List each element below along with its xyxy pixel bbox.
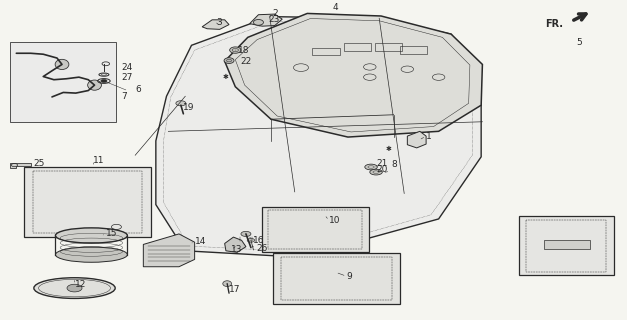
Ellipse shape — [370, 169, 382, 175]
Ellipse shape — [88, 80, 102, 90]
Polygon shape — [224, 13, 482, 137]
Text: 11: 11 — [93, 156, 105, 164]
Circle shape — [241, 231, 251, 236]
Ellipse shape — [253, 20, 263, 25]
Circle shape — [176, 101, 186, 106]
Text: 7: 7 — [121, 92, 127, 101]
Polygon shape — [273, 253, 400, 304]
Ellipse shape — [365, 164, 377, 170]
Polygon shape — [250, 14, 282, 26]
Polygon shape — [10, 42, 117, 122]
Polygon shape — [156, 17, 481, 257]
Ellipse shape — [229, 47, 241, 53]
Text: 10: 10 — [329, 216, 340, 225]
Ellipse shape — [55, 247, 127, 262]
Text: 1: 1 — [426, 132, 432, 140]
Text: 23: 23 — [268, 15, 280, 24]
Polygon shape — [24, 167, 151, 237]
Text: 4: 4 — [332, 3, 338, 12]
Polygon shape — [270, 26, 342, 44]
Text: 15: 15 — [106, 229, 117, 238]
Text: FR.: FR. — [545, 19, 563, 28]
Polygon shape — [202, 20, 229, 29]
Text: 22: 22 — [240, 57, 251, 66]
Text: 20: 20 — [376, 165, 387, 174]
Polygon shape — [10, 163, 31, 168]
Text: 14: 14 — [194, 237, 206, 246]
Text: 26: 26 — [256, 244, 267, 253]
Ellipse shape — [224, 58, 234, 63]
Text: 8: 8 — [392, 160, 398, 169]
Text: ✱: ✱ — [223, 74, 229, 80]
Circle shape — [247, 238, 255, 242]
Circle shape — [101, 79, 107, 83]
Text: 24: 24 — [122, 63, 133, 72]
Text: 16: 16 — [253, 236, 265, 245]
Text: ✱: ✱ — [386, 146, 391, 152]
Text: 21: 21 — [376, 159, 387, 168]
Text: 13: 13 — [231, 245, 243, 254]
Polygon shape — [224, 237, 246, 252]
Ellipse shape — [34, 278, 115, 299]
Polygon shape — [544, 240, 590, 249]
Text: 25: 25 — [34, 159, 45, 168]
Text: 3: 3 — [216, 19, 223, 28]
Text: 27: 27 — [122, 73, 133, 82]
Text: 6: 6 — [135, 85, 141, 94]
Polygon shape — [519, 216, 614, 275]
Text: 9: 9 — [347, 272, 352, 281]
Text: 18: 18 — [238, 45, 250, 55]
Ellipse shape — [55, 228, 127, 243]
Polygon shape — [144, 234, 194, 267]
Text: 12: 12 — [75, 280, 86, 289]
Polygon shape — [408, 131, 426, 148]
Text: 2: 2 — [273, 9, 278, 18]
Text: 19: 19 — [183, 103, 195, 112]
Text: 5: 5 — [576, 38, 582, 47]
Polygon shape — [262, 207, 369, 252]
Circle shape — [67, 284, 82, 292]
Ellipse shape — [223, 281, 231, 286]
Text: 17: 17 — [229, 284, 241, 293]
Ellipse shape — [55, 59, 69, 69]
